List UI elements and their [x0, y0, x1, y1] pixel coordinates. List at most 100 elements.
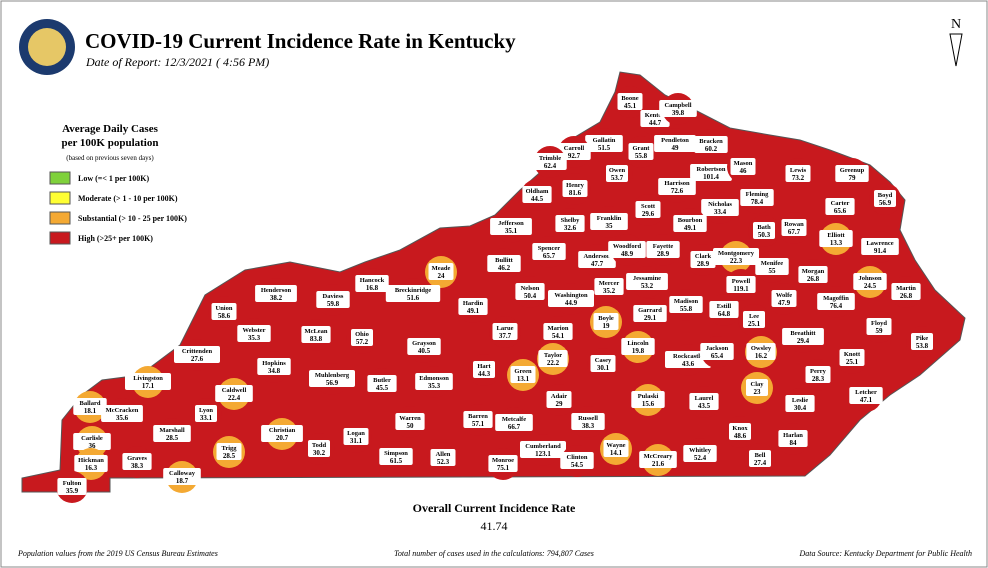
- county-label-box: [819, 230, 853, 247]
- county-value: 38.3: [582, 422, 595, 430]
- county-name: Larue: [497, 325, 514, 332]
- county-value: 53.8: [916, 342, 929, 350]
- county-value: 50: [407, 422, 415, 430]
- county-value: 65.6: [834, 207, 847, 215]
- county-label-box: [646, 241, 680, 258]
- county-label-box: [261, 425, 303, 442]
- county-value: 64.8: [718, 310, 731, 318]
- county-value: 66.7: [508, 423, 521, 431]
- county-value: 53.2: [641, 282, 654, 290]
- county-name: Carroll: [564, 145, 585, 152]
- county-label-box: [628, 143, 654, 160]
- legend-label: Moderate (> 1 - 10 per 100K): [78, 194, 178, 203]
- county-label-box: [153, 425, 191, 442]
- county-value: 78.4: [751, 198, 764, 206]
- legend-label: High (>25+ per 100K): [78, 234, 153, 243]
- county-label-box: [122, 453, 152, 470]
- county-name: Barren: [468, 413, 488, 420]
- county-value: 46: [740, 167, 748, 175]
- county-value: 17.1: [142, 382, 155, 390]
- county-label-box: [458, 298, 488, 315]
- county-name: Edmonson: [419, 375, 449, 382]
- county-name: Caldwell: [222, 387, 247, 394]
- county-label-box: [562, 180, 588, 197]
- legend-note: (based on previous seven days): [66, 154, 154, 162]
- county-label-box: [255, 285, 297, 302]
- county-label-box: [343, 428, 369, 445]
- county-value: 53.7: [611, 174, 624, 182]
- county-label-box: [785, 395, 815, 412]
- county-name: Powell: [732, 278, 751, 285]
- county-label-box: [689, 393, 719, 410]
- county-label-box: [538, 350, 568, 367]
- county-value: 57.1: [472, 420, 485, 428]
- county-value: 26.8: [807, 275, 820, 283]
- county-name: Hart: [477, 363, 491, 370]
- county-value: 50.4: [524, 292, 537, 300]
- county-value: 29.1: [644, 314, 657, 322]
- county-label-box: [606, 165, 628, 182]
- county-name: Wolfe: [776, 292, 792, 299]
- county-name: Adair: [551, 393, 567, 400]
- county-label-box: [520, 441, 566, 458]
- county-value: 44.3: [478, 370, 491, 378]
- county-value: 18.1: [84, 407, 97, 415]
- county-label-box: [633, 305, 667, 322]
- county-value: 55.8: [635, 152, 648, 160]
- county-label-box: [515, 283, 545, 300]
- county-label-box: [891, 283, 921, 300]
- county-name: Crittenden: [182, 348, 213, 355]
- county-value: 38.2: [270, 294, 283, 302]
- county-value: 24: [438, 272, 446, 280]
- county-label-box: [749, 450, 771, 467]
- county-value: 52.4: [694, 454, 707, 462]
- county-value: 44.9: [565, 299, 578, 307]
- county-value: 92.7: [568, 152, 581, 160]
- county-label-box: [407, 338, 441, 355]
- county-name: Nelson: [521, 285, 540, 292]
- county-name: Bath: [757, 224, 771, 231]
- county-label-box: [195, 405, 217, 422]
- county-value: 35.3: [428, 382, 441, 390]
- county-value: 49.1: [684, 224, 697, 232]
- county-value: 73.2: [792, 174, 805, 182]
- county-value: 123.1: [535, 450, 551, 458]
- county-value: 59.8: [327, 300, 340, 308]
- county-value: 84: [790, 439, 798, 447]
- county-label-box: [316, 291, 350, 308]
- county-label-box: [492, 323, 518, 340]
- county-value: 56.9: [326, 379, 339, 387]
- county-value: 28.9: [657, 250, 670, 258]
- county-label-box: [726, 276, 756, 293]
- county-label-box: [590, 355, 616, 372]
- county-name: Todd: [312, 442, 327, 449]
- county-name: Simpson: [384, 450, 408, 457]
- county-label-box: [211, 303, 237, 320]
- county-label-box: [578, 251, 616, 268]
- county-value: 75.1: [497, 464, 510, 472]
- county-label-box: [585, 135, 623, 152]
- county-label-box: [309, 370, 355, 387]
- county-name: Ohio: [355, 331, 369, 338]
- county-name: Spencer: [538, 245, 561, 252]
- county-label-box: [163, 468, 201, 485]
- county-name: Laurel: [695, 395, 714, 402]
- legend-label: Low (=< 1 per 100K): [78, 174, 150, 183]
- county-name: Bell: [755, 452, 766, 459]
- county-label-box: [781, 219, 807, 236]
- county-value: 54.1: [552, 332, 565, 340]
- county-label-box: [782, 328, 824, 345]
- legend-swatch: [49, 211, 71, 225]
- county-value: 16.2: [755, 352, 768, 360]
- county-name: Campbell: [664, 102, 691, 109]
- county-label-box: [626, 273, 668, 290]
- county-name: Johnson: [858, 275, 882, 282]
- county-label-box: [617, 93, 643, 110]
- county-name: Henderson: [261, 287, 292, 294]
- county-name: Leslie: [792, 397, 808, 404]
- county-name: Breckinridge: [395, 287, 431, 294]
- county-value: 43.6: [682, 360, 695, 368]
- county-name: Owen: [609, 167, 626, 174]
- county-label-box: [301, 326, 331, 343]
